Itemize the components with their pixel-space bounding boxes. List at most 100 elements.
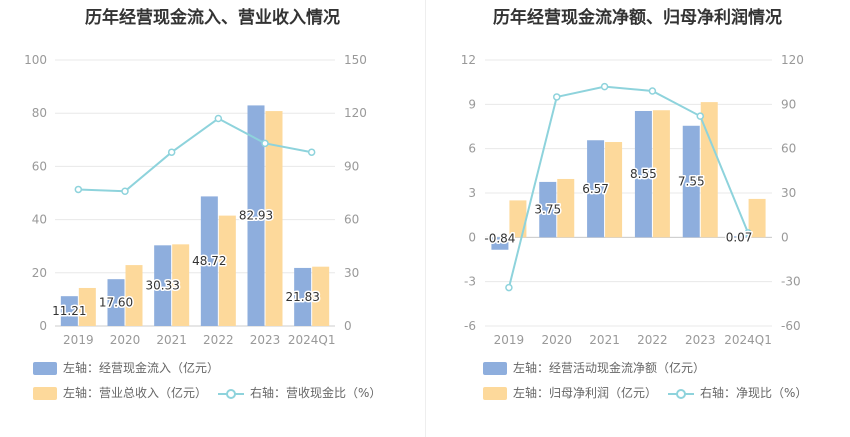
left-chart-line-point xyxy=(214,114,223,123)
left-chart-data-label: 30.33 xyxy=(145,279,179,293)
left-chart-line-point xyxy=(167,148,176,156)
right-chart-left-tick-label: 3 xyxy=(468,186,476,200)
left-chart-bar-series2 xyxy=(265,111,283,327)
right-chart-left-tick-label: 0 xyxy=(468,230,476,244)
left-chart-line-point xyxy=(261,139,269,148)
right-chart-bar-series1 xyxy=(634,110,652,238)
right-chart-right-tick-label: -60 xyxy=(781,319,801,333)
left-chart-bar-series1 xyxy=(200,196,218,326)
right-chart-panel: 历年经营现金流净额、归母净利润情况 -6 -3 0 3 6 9 12 -60 -30 0 30 60 9… xyxy=(425,0,850,437)
left-chart-line-point xyxy=(121,187,129,195)
left-chart-bar-series1 xyxy=(154,245,172,326)
left-chart-x-tick-label: 2024Q1 xyxy=(288,333,336,347)
legend-item-cash-inflow[interactable]: 左轴：经营现金流入（亿元） xyxy=(33,359,219,376)
legend-swatch-bar2 xyxy=(483,387,507,400)
left-chart-line-point xyxy=(307,148,316,156)
left-chart-bar-series1 xyxy=(60,296,78,326)
right-chart-data-label: -0.84 xyxy=(484,231,515,245)
legend-swatch-bar1 xyxy=(483,362,507,375)
right-chart-line-point xyxy=(744,229,752,237)
right-chart-x-tick-label: 2021 xyxy=(589,333,620,347)
left-chart-bar-series2 xyxy=(78,287,96,326)
right-chart-line-point xyxy=(553,93,561,101)
left-chart-left-tick-label: 80 xyxy=(32,106,47,120)
right-chart-right-tick-label: -30 xyxy=(781,275,801,289)
left-chart-x-tick-label: 2019 xyxy=(63,333,94,347)
right-chart-bar-series2 xyxy=(509,200,527,238)
legend-line-icon xyxy=(218,387,244,400)
right-chart-left-tick-label: 9 xyxy=(468,97,476,111)
left-chart-data-label: 11.21 xyxy=(52,304,86,318)
legend-swatch-bar1 xyxy=(33,362,57,375)
legend-label-net-cash-flow: 左轴：经营活动现金流净额（亿元） xyxy=(513,361,706,375)
left-chart-panel: 历年经营现金流入、营业收入情况 0 20 40 60 80 100 0 30 60 90 120 15… xyxy=(24,8,381,401)
right-chart-right-tick-label: 0 xyxy=(781,230,789,244)
legend-item-net-profit[interactable]: 左轴：归母净利润（亿元） xyxy=(483,384,657,401)
right-chart-x-tick-label: 2024Q1 xyxy=(724,333,772,347)
legend-item-revenue-cash-ratio[interactable]: 右轴：营收现金比（%） xyxy=(218,384,381,401)
right-chart-bar-series2 xyxy=(748,198,766,238)
left-chart-data-label: 17.60 xyxy=(99,296,133,310)
right-chart-bar-series1 xyxy=(730,236,748,238)
right-chart-left-tick-label: -6 xyxy=(464,319,476,333)
left-chart-bar-series1 xyxy=(294,267,312,326)
left-chart-bar-series2 xyxy=(312,266,330,326)
right-chart-bar-series1 xyxy=(491,237,509,250)
left-chart-bar-series2 xyxy=(218,215,236,326)
left-chart-right-tick-label: 30 xyxy=(344,266,359,280)
left-chart-right-tick-label: 150 xyxy=(344,53,367,67)
left-chart-title: 历年经营现金流入、营业收入情况 xyxy=(85,8,340,28)
left-chart-data-label: 21.83 xyxy=(285,290,319,304)
left-chart-right-tick-label: 120 xyxy=(344,106,367,120)
left-chart-line-point xyxy=(74,185,83,194)
right-chart-right-tick-label: 90 xyxy=(781,97,796,111)
legend-item-net-cash-flow[interactable]: 左轴：经营活动现金流净额（亿元） xyxy=(483,359,705,376)
right-chart-right-tick-label: 120 xyxy=(781,53,804,67)
legend-label-net-profit: 左轴：归母净利润（亿元） xyxy=(513,386,658,400)
right-chart-data-label: 7.55 xyxy=(678,175,705,189)
left-chart-left-tick-label: 60 xyxy=(32,159,47,173)
legend-label-cash-inflow: 左轴：经营现金流入（亿元） xyxy=(63,361,220,375)
right-chart-data-label: 3.75 xyxy=(534,203,561,217)
legend-item-revenue[interactable]: 左轴：营业总收入（亿元） xyxy=(33,384,207,401)
legend-label-revenue: 左轴：营业总收入（亿元） xyxy=(63,386,208,400)
left-chart-right-tick-label: 90 xyxy=(344,159,359,173)
panel-divider xyxy=(425,0,426,437)
right-chart-left-tick-label: 6 xyxy=(468,142,476,156)
right-chart-right-tick-label: 30 xyxy=(781,186,796,200)
left-chart-data-label: 82.93 xyxy=(239,209,273,223)
legend-line-icon xyxy=(668,387,694,400)
right-chart-x-tick-label: 2020 xyxy=(541,333,572,347)
left-chart-bar-series2 xyxy=(125,265,143,326)
left-chart-x-tick-label: 2022 xyxy=(203,333,234,347)
right-chart-line-point xyxy=(648,87,657,95)
legend-swatch-bar2 xyxy=(33,387,57,400)
right-chart-x-tick-label: 2023 xyxy=(685,333,716,347)
legend-label-net-cash-ratio: 右轴：净现比（%） xyxy=(700,386,808,400)
right-chart-line-point xyxy=(696,112,704,120)
right-chart-line-series xyxy=(507,85,750,288)
right-chart-line-point xyxy=(505,283,513,292)
left-chart-right-tick-label: 60 xyxy=(344,213,359,227)
right-chart-line-point xyxy=(600,82,609,91)
right-chart-left-tick-label: 12 xyxy=(461,53,476,67)
right-chart-data-label: 0.07 xyxy=(726,230,753,244)
left-chart-left-tick-label: 100 xyxy=(24,53,47,67)
left-chart-left-tick-label: 0 xyxy=(39,319,47,333)
left-chart-x-tick-label: 2021 xyxy=(156,333,187,347)
legend-item-net-cash-ratio[interactable]: 右轴：净现比（%） xyxy=(668,384,807,401)
left-chart-left-tick-label: 40 xyxy=(32,213,47,227)
right-chart-bar-series1 xyxy=(539,181,557,238)
left-chart-bar-series1 xyxy=(107,279,125,326)
right-chart-x-tick-label: 2019 xyxy=(494,333,525,347)
right-chart-x-tick-label: 2022 xyxy=(637,333,668,347)
left-chart-line-series xyxy=(78,117,312,193)
right-chart-data-label: 8.55 xyxy=(630,167,657,181)
left-chart-canvas: 0 20 40 60 80 100 0 30 60 90 120 150 2019 2020 2021 202… xyxy=(24,53,367,347)
right-chart-bar-series2 xyxy=(700,102,718,238)
left-chart-x-tick-label: 2023 xyxy=(250,333,281,347)
right-chart-bar-series1 xyxy=(587,140,605,238)
right-chart-bar-series2 xyxy=(557,178,575,238)
right-chart-bar-series2 xyxy=(605,142,623,238)
